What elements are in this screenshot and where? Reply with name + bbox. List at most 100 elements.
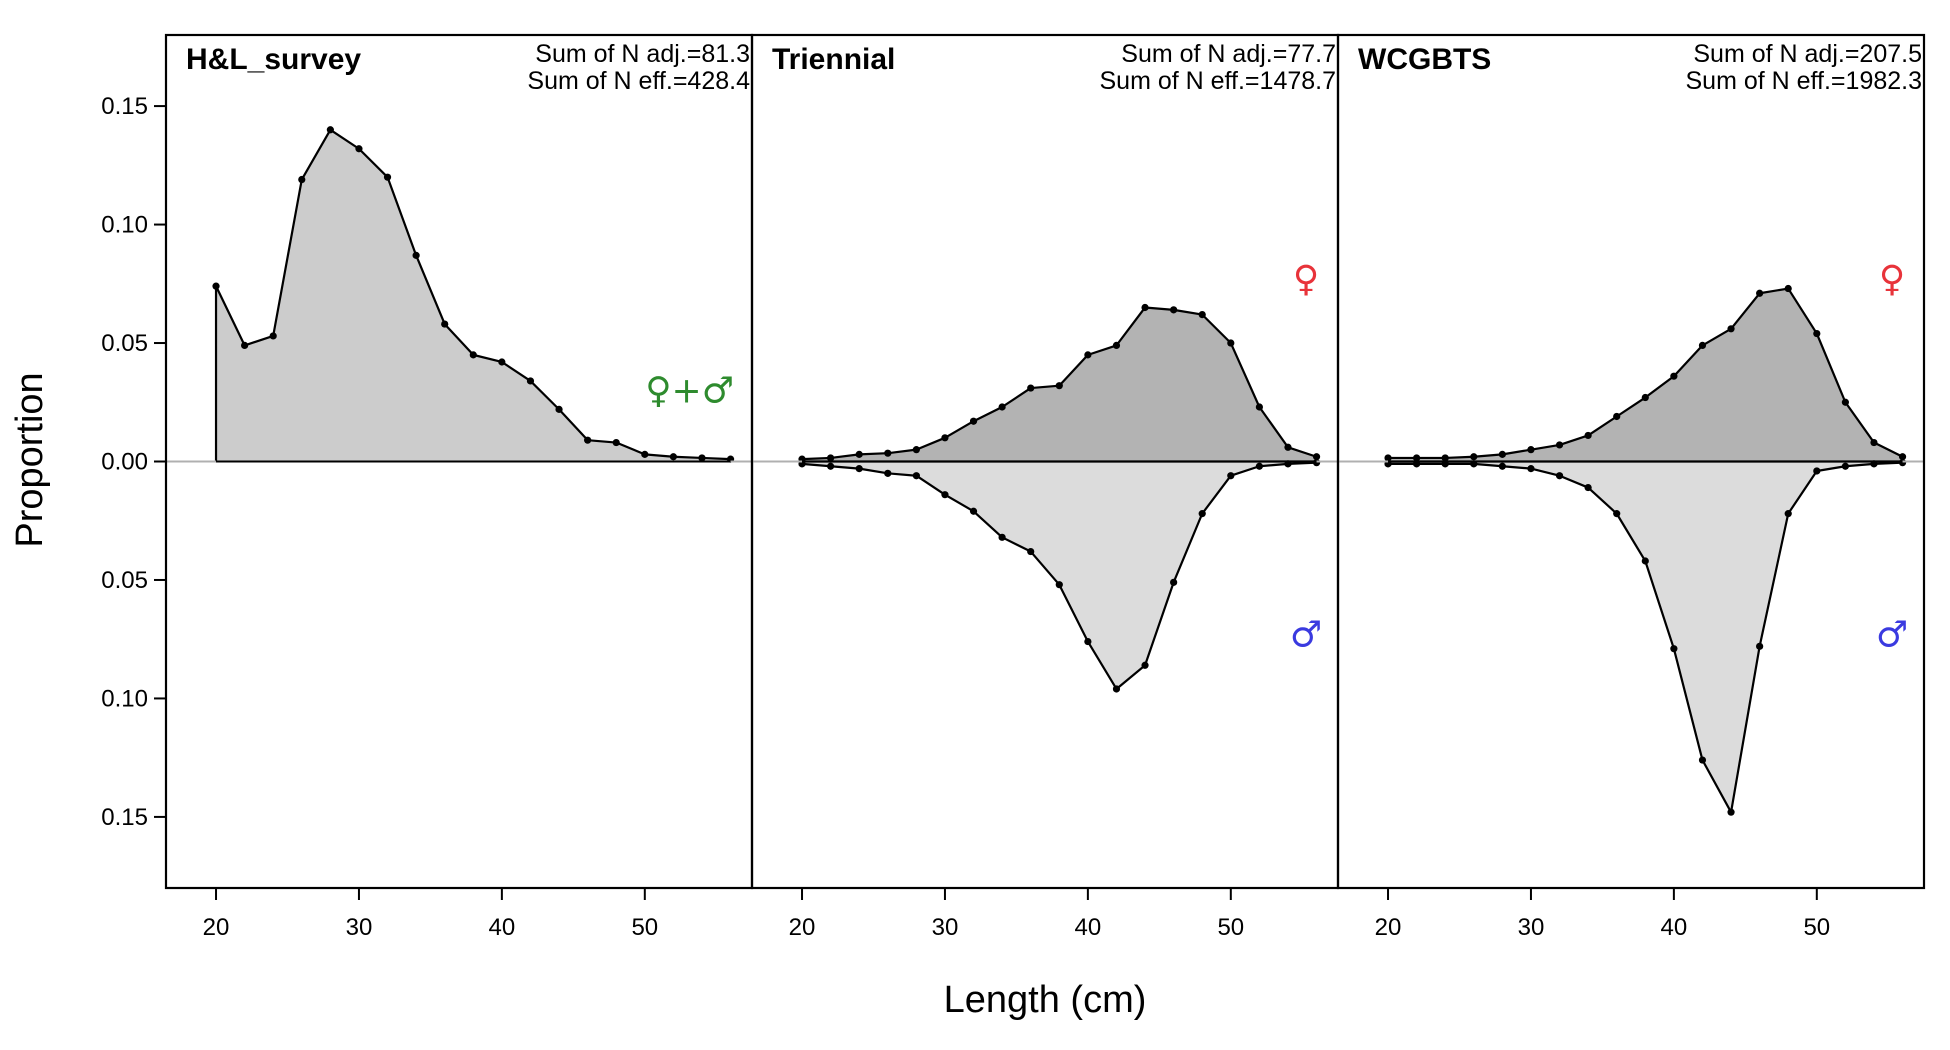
female-area [1388,288,1903,462]
combined-point [298,175,306,184]
y-tick-label: 0.10 [101,685,148,712]
male-area [1388,461,1903,813]
combined-line [214,128,731,462]
combined-point [212,282,220,290]
female-point [1727,325,1735,333]
female-point [1527,446,1535,454]
male-symbol: ♂ [1876,614,1908,655]
combined-point [383,173,392,181]
female-point [1670,372,1678,380]
female-point [998,403,1006,411]
male-point [1227,472,1235,480]
male-point [1670,645,1678,653]
sum-n-adj-label: Sum of N adj.=77.7 [1121,40,1336,68]
male-point [941,491,949,499]
male-point [1613,510,1621,518]
female-point [1441,454,1449,462]
female-point [1555,441,1564,449]
female-point [1227,339,1235,347]
x-tick-label: 50 [1803,914,1830,941]
female-point [1384,454,1392,462]
combined-point [555,405,563,413]
combined-point [526,377,535,385]
female-point [1470,453,1478,461]
male-point [1813,467,1821,475]
male-point [1641,557,1649,565]
female-point [1027,384,1035,392]
male-point [1027,547,1035,556]
panel-title: Triennial [772,43,895,76]
female-point [1898,453,1907,461]
panel-1: 20 30 40 50 H&L_survey Sum of N adj.=81.3Sum … [164,33,754,941]
male-point [1527,465,1535,473]
y-tick-label: 0.10 [101,212,148,239]
male-point [1698,756,1707,764]
y-tick-label: 0.15 [101,93,148,120]
combined-point [469,351,477,359]
female-point [1255,403,1263,411]
panels-group: 0.15 0.10 0.05 0.00 0.05 0.10 0.15 20 30 40 50 H&L_… [101,33,1926,941]
male-point [912,472,920,480]
male-point [1555,472,1564,480]
male-point [1756,642,1764,650]
female-point [1170,306,1178,314]
x-tick-label: 40 [1075,914,1102,941]
x-tick-label: 40 [489,914,516,941]
female-point [1084,351,1092,359]
combined-area [216,129,731,462]
female-point [1584,431,1592,440]
combined-point [498,358,506,366]
male-point [1255,462,1263,470]
female-point [827,454,835,462]
panel-title: H&L_survey [186,43,361,76]
male-point [855,465,863,473]
female-area [802,307,1317,462]
male-point [1170,578,1178,586]
sum-n-eff-label: Sum of N eff.=1982.3 [1686,67,1923,95]
combined-sex-symbol: ♀+♂ [645,370,734,411]
y-tick-label: 0.05 [101,567,148,594]
female-symbol: ♀ [1293,259,1319,300]
female-point [1870,438,1878,447]
sum-n-eff-label: Sum of N eff.=1478.7 [1100,67,1337,95]
combined-point [641,450,649,458]
combined-point [669,453,677,461]
female-point [1198,310,1206,319]
combined-point [355,145,363,153]
male-point [1112,685,1121,693]
female-point [1112,341,1121,349]
sum-n-eff-label: Sum of N eff.=428.4 [527,67,750,95]
y-tick-label: 0.15 [101,804,148,831]
y-axis-title: Proportion [9,372,51,547]
female-point [1698,341,1707,349]
male-symbol: ♂ [1290,614,1322,655]
female-point [1613,412,1621,421]
male-point [1898,459,1907,467]
female-point [1284,443,1292,451]
female-point [1756,289,1764,297]
x-tick-label: 50 [1217,914,1244,941]
sum-n-adj-label: Sum of N adj.=207.5 [1693,40,1922,68]
male-point [1498,462,1506,470]
male-point [884,469,892,477]
male-point [1312,459,1321,467]
female-point [884,449,892,457]
x-tick-label: 30 [932,914,959,941]
female-point [855,450,863,458]
female-point [1055,382,1063,390]
x-tick-label: 40 [1661,914,1688,941]
female-point [969,417,978,425]
x-tick-label: 50 [631,914,658,941]
x-tick-label: 30 [346,914,373,941]
female-point [1413,454,1421,462]
combined-point [441,320,449,328]
male-point [1727,808,1735,816]
male-point [1784,510,1792,518]
sum-n-adj-label: Sum of N adj.=81.3 [535,40,750,68]
male-point [1584,483,1592,492]
combined-point [612,438,620,447]
panel-frame [1336,33,1926,890]
male-point [1141,661,1149,669]
combined-point [698,454,706,462]
